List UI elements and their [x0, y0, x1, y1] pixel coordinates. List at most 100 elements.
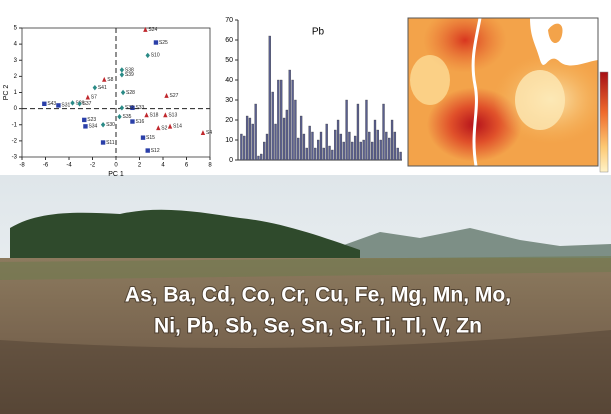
bar [326, 124, 328, 160]
bar [300, 116, 302, 160]
point [56, 103, 60, 107]
y-tick-label: 50 [225, 57, 233, 64]
point-label: S15 [146, 135, 155, 141]
bar [303, 134, 305, 160]
page: As, Ba, Cd, Co, Cr, Cu, Fe, Mg, Mn, Mo, … [0, 0, 611, 414]
point-label: S13 [168, 112, 177, 118]
point-label: S7 [91, 95, 97, 101]
bar [357, 104, 359, 160]
y-axis-label: PC 2 [3, 85, 10, 101]
bar [363, 140, 365, 160]
bar [394, 132, 396, 160]
point-label: S4 [206, 130, 212, 136]
bar [314, 148, 316, 160]
point-label: S12 [151, 148, 160, 154]
point-label: S25 [159, 40, 168, 46]
bar [297, 138, 299, 160]
point-label: S8 [107, 77, 113, 83]
point-label: S41 [98, 85, 107, 91]
bar [348, 132, 350, 160]
point-label: S33 [135, 105, 144, 111]
point-label: S32 [125, 105, 134, 111]
bar [343, 142, 345, 160]
bar [243, 136, 245, 160]
bar [286, 110, 288, 160]
bar [257, 156, 259, 160]
y-tick-label: 60 [225, 37, 233, 44]
canvas: As, Ba, Cd, Co, Cr, Cu, Fe, Mg, Mn, Mo, … [0, 0, 611, 414]
point-label: S35 [123, 114, 132, 120]
bar [306, 148, 308, 160]
photo: As, Ba, Cd, Co, Cr, Cu, Fe, Mg, Mn, Mo, … [0, 175, 611, 414]
bar [289, 70, 291, 160]
bar [246, 116, 248, 160]
bar [277, 80, 279, 160]
bar [255, 104, 257, 160]
point-label: S34 [88, 124, 97, 130]
bar [385, 132, 387, 160]
point [83, 124, 87, 128]
bar [311, 132, 313, 160]
bar [283, 118, 285, 160]
bar [371, 142, 373, 160]
point [101, 140, 105, 144]
point-label: S16 [135, 119, 144, 125]
bar [400, 152, 402, 160]
point-label: S14 [173, 124, 182, 130]
bar [391, 120, 393, 160]
bar [292, 80, 294, 160]
point [141, 135, 145, 139]
x-tick-label: -8 [19, 163, 25, 169]
point-label: S28 [126, 90, 135, 96]
bar [252, 124, 254, 160]
point-label: S30 [106, 122, 115, 128]
bar [351, 142, 353, 160]
bar [240, 134, 242, 160]
bar [374, 120, 376, 160]
bar [263, 142, 265, 160]
bar [260, 154, 262, 160]
bar [380, 140, 382, 160]
point-label: S24 [148, 27, 157, 33]
bar [360, 142, 362, 160]
bar [309, 126, 311, 160]
y-tick-label: 30 [225, 97, 233, 104]
bar [397, 148, 399, 160]
y-tick-label: 70 [225, 17, 233, 24]
point-label: S23 [87, 117, 96, 123]
bar [365, 100, 367, 160]
point [146, 148, 150, 152]
y-tick-label: 20 [225, 117, 233, 124]
point-label: S43 [47, 101, 56, 107]
point [154, 40, 158, 44]
x-tick-label: -6 [43, 163, 49, 169]
y-tick-label: 10 [225, 137, 233, 144]
map [408, 18, 608, 172]
point-label: S31 [61, 103, 70, 109]
caption-line: As, Ba, Cd, Co, Cr, Cu, Fe, Mg, Mn, Mo, [125, 284, 511, 307]
bar [249, 118, 251, 160]
point-label: S18 [150, 112, 159, 118]
bar [346, 100, 348, 160]
bar [383, 104, 385, 160]
y-tick-label: -1 [12, 122, 18, 128]
bar [280, 80, 282, 160]
x-tick-label: -4 [66, 163, 72, 169]
bar [269, 36, 271, 160]
bar [266, 134, 268, 160]
point [82, 118, 86, 122]
y-tick-label: 40 [225, 77, 233, 84]
point-label: S37 [83, 101, 92, 107]
point-label: S27 [170, 93, 179, 99]
point-label: S10 [151, 53, 160, 59]
bar [368, 132, 370, 160]
bar [388, 138, 390, 160]
x-tick-label: -2 [90, 163, 96, 169]
chart-title: Pb [312, 27, 325, 38]
bar [354, 136, 356, 160]
point [42, 102, 46, 106]
bar [377, 130, 379, 160]
bar [294, 100, 296, 160]
bar [334, 130, 336, 160]
point-label: S2 [161, 125, 167, 131]
